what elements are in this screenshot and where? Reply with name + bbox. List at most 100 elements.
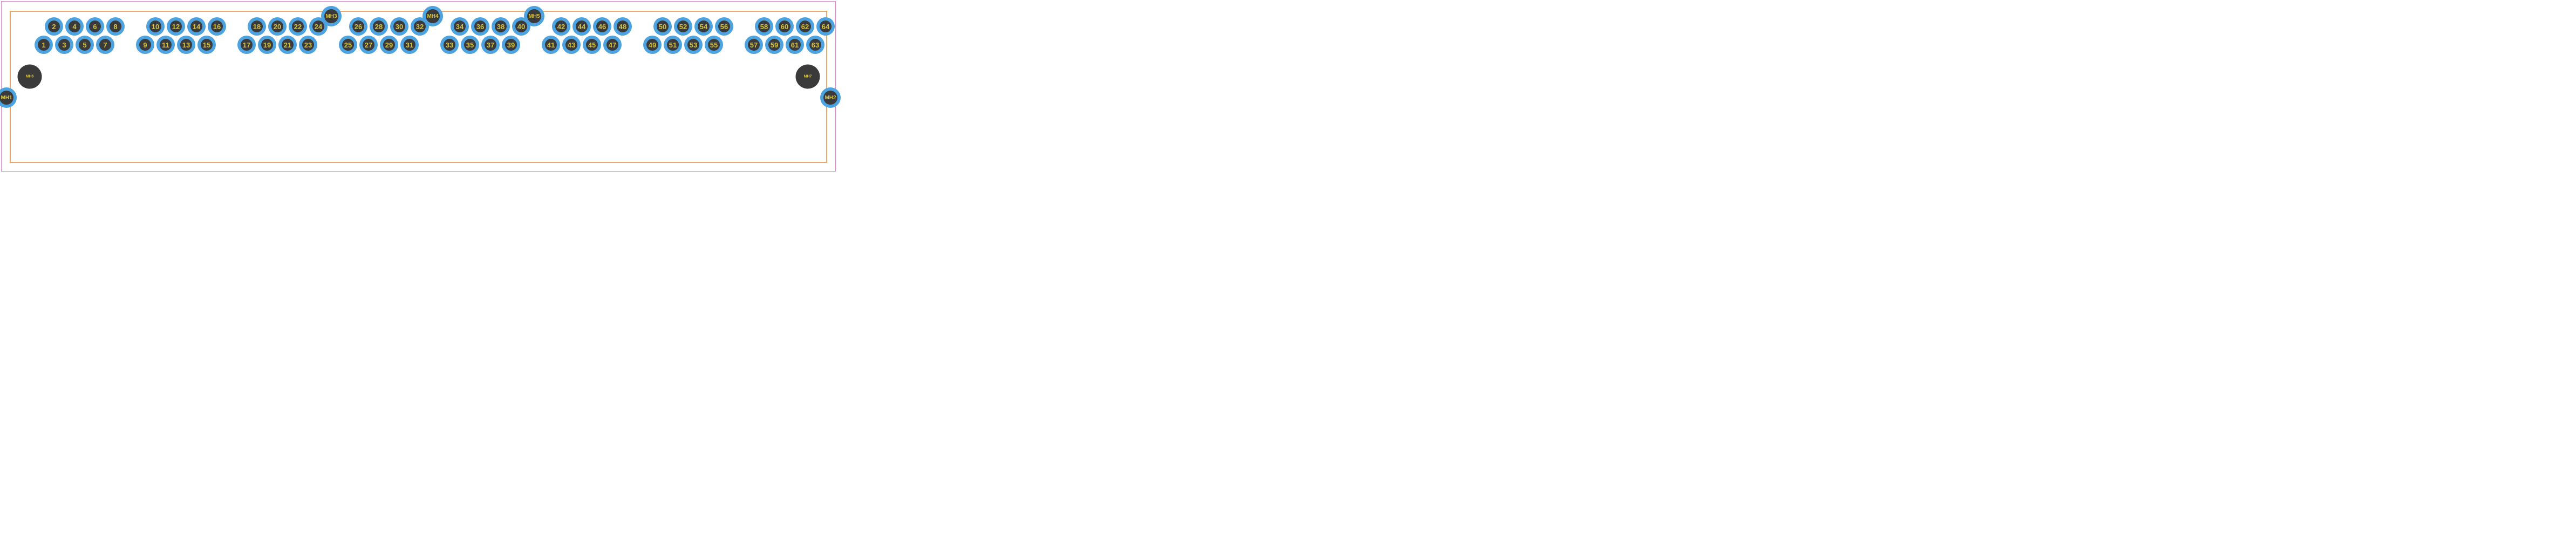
pad-57: 57 [745,36,763,54]
mounting-hole-MH6: MH6 [18,65,42,89]
pad-39: 39 [502,36,520,54]
pad-label: 60 [781,23,788,31]
pad-11: 11 [156,36,175,54]
pad-MH4: MH4 [422,6,443,26]
pad-47: 47 [603,36,622,54]
pad-4: 4 [65,17,84,36]
pad-38: 38 [492,17,510,36]
pad-33: 33 [440,36,459,54]
pad-19: 19 [258,36,276,54]
pad-label: 42 [557,23,565,31]
pad-44: 44 [573,17,591,36]
pad-52: 52 [674,17,692,36]
pad-56: 56 [715,17,733,36]
pad-label: 53 [690,41,697,49]
pad-label: 14 [193,23,200,31]
mounting-hole-label: MH6 [26,75,34,79]
pad-12: 12 [167,17,185,36]
pad-17: 17 [237,36,256,54]
pad-label: 24 [315,23,322,31]
pad-63: 63 [806,36,824,54]
pad-label: 38 [497,23,505,31]
pad-label: 44 [578,23,585,31]
pad-label: 17 [243,41,250,49]
pad-label: 28 [375,23,383,31]
pad-25: 25 [339,36,357,54]
pad-label: 31 [406,41,413,49]
pad-label: 35 [466,41,474,49]
pad-50: 50 [653,17,672,36]
pad-label: 50 [659,23,666,31]
pad-2: 2 [45,17,63,36]
pad-46: 46 [593,17,611,36]
pad-label: 46 [598,23,606,31]
pad-31: 31 [400,36,419,54]
pad-label: 18 [253,23,261,31]
pad-28: 28 [370,17,388,36]
pad-label: 1 [42,41,45,49]
pad-label: 57 [750,41,758,49]
pad-label: 41 [547,41,555,49]
pad-label: 40 [517,23,525,31]
pad-label: 52 [679,23,687,31]
pad-label: 49 [649,41,656,49]
pad-label: 43 [568,41,575,49]
pad-label: 26 [355,23,362,31]
pad-label: 36 [476,23,484,31]
pad-6: 6 [86,17,104,36]
pad-35: 35 [461,36,479,54]
pad-label: 32 [416,23,424,31]
pad-label: 33 [446,41,453,49]
pad-label: 10 [152,23,159,31]
pad-label: 19 [263,41,271,49]
pad-43: 43 [562,36,581,54]
pad-59: 59 [765,36,783,54]
pad-label: 64 [822,23,829,31]
pad-label: 15 [203,41,210,49]
pad-label: MH1 [1,95,12,101]
pad-27: 27 [359,36,378,54]
pad-60: 60 [775,17,794,36]
pad-55: 55 [705,36,723,54]
pad-label: 51 [669,41,677,49]
pad-label: 12 [172,23,180,31]
pad-label: 56 [720,23,728,31]
pad-54: 54 [694,17,713,36]
pad-label: 34 [456,23,464,31]
pad-label: 5 [83,41,86,49]
pad-20: 20 [268,17,287,36]
pad-23: 23 [299,36,317,54]
pad-label: 9 [143,41,147,49]
pad-30: 30 [390,17,408,36]
pad-MH3: MH3 [321,6,342,26]
pad-label: MH5 [528,13,540,19]
pad-label: 20 [274,23,281,31]
pad-13: 13 [177,36,195,54]
pad-22: 22 [289,17,307,36]
pad-label: 8 [113,23,117,31]
pad-15: 15 [197,36,216,54]
pad-16: 16 [208,17,226,36]
pad-49: 49 [643,36,662,54]
pad-62: 62 [796,17,814,36]
pad-label: 21 [284,41,291,49]
footprint-canvas: 2143658710912111413161518172019222124232… [0,0,837,173]
pad-label: 29 [385,41,393,49]
pad-8: 8 [106,17,125,36]
pad-9: 9 [136,36,154,54]
pad-label: 6 [93,23,97,31]
pad-label: MH2 [824,95,836,101]
pad-label: 63 [812,41,819,49]
pad-label: 7 [103,41,107,49]
pad-label: 16 [213,23,221,31]
pad-label: 23 [304,41,312,49]
pad-label: 30 [396,23,403,31]
pad-58: 58 [755,17,773,36]
pad-label: 13 [182,41,190,49]
pad-MH5: MH5 [524,6,544,26]
pad-26: 26 [349,17,367,36]
pad-34: 34 [451,17,469,36]
pad-label: 62 [801,23,809,31]
pad-label: 48 [619,23,626,31]
pad-label: MH3 [325,13,337,19]
